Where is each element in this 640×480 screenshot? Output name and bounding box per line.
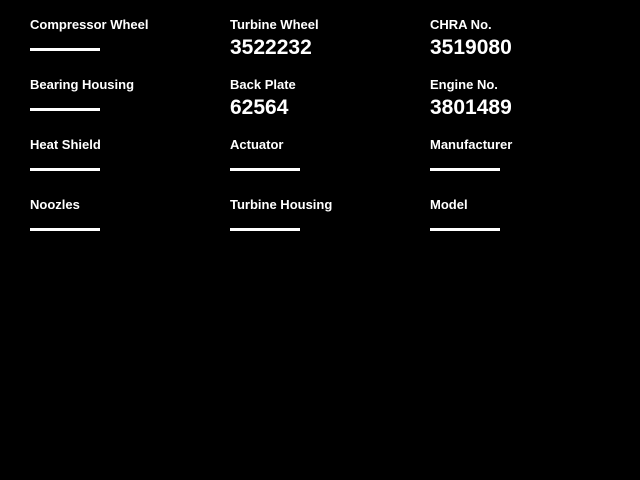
- field-bearing-housing: Bearing Housing: [30, 77, 230, 137]
- empty-value-dash: [230, 228, 300, 231]
- field-engine-no: Engine No. 3801489: [430, 77, 630, 137]
- field-value: 62564: [230, 96, 289, 119]
- field-label: CHRA No.: [430, 17, 492, 32]
- field-label: Turbine Housing: [230, 197, 333, 212]
- empty-value-dash: [30, 48, 100, 51]
- empty-value-dash: [30, 168, 100, 171]
- field-compressor-wheel: Compressor Wheel: [30, 17, 230, 77]
- field-actuator: Actuator: [230, 137, 430, 197]
- field-label: Turbine Wheel: [230, 17, 319, 32]
- field-label: Engine No.: [430, 77, 498, 92]
- field-model: Model: [430, 197, 630, 257]
- field-turbine-wheel: Turbine Wheel 3522232: [230, 17, 430, 77]
- empty-value-dash: [30, 108, 100, 111]
- spec-grid: Compressor Wheel Turbine Wheel 3522232 C…: [30, 17, 630, 257]
- field-back-plate: Back Plate 62564: [230, 77, 430, 137]
- empty-value-dash: [230, 168, 300, 171]
- field-label: Model: [430, 197, 468, 212]
- empty-value-dash: [30, 228, 100, 231]
- field-label: Actuator: [230, 137, 284, 152]
- field-label: Back Plate: [230, 77, 296, 92]
- empty-value-dash: [430, 168, 500, 171]
- field-turbine-housing: Turbine Housing: [230, 197, 430, 257]
- field-manufacturer: Manufacturer: [430, 137, 630, 197]
- field-value: 3519080: [430, 36, 512, 59]
- field-chra-no: CHRA No. 3519080: [430, 17, 630, 77]
- field-noozles: Noozles: [30, 197, 230, 257]
- field-label: Bearing Housing: [30, 77, 135, 92]
- field-label: Compressor Wheel: [30, 17, 149, 32]
- empty-value-dash: [430, 228, 500, 231]
- field-label: Manufacturer: [430, 137, 513, 152]
- field-label: Heat Shield: [30, 137, 101, 152]
- field-label: Noozles: [30, 197, 80, 212]
- field-value: 3522232: [230, 36, 312, 59]
- field-heat-shield: Heat Shield: [30, 137, 230, 197]
- field-value: 3801489: [430, 96, 512, 119]
